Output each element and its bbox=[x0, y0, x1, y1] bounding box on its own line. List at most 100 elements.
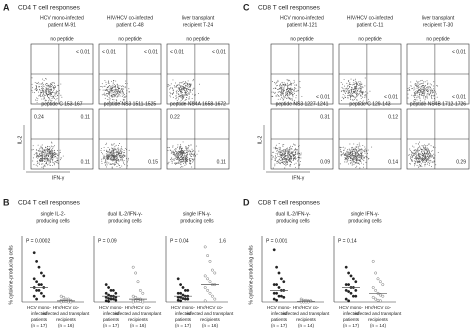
event-dot bbox=[115, 80, 117, 82]
event-dot bbox=[416, 149, 418, 151]
event-dot bbox=[123, 99, 125, 101]
event-dot bbox=[424, 146, 426, 148]
event-dot bbox=[118, 90, 120, 92]
event-dot bbox=[352, 153, 354, 155]
event-dot bbox=[427, 89, 429, 91]
event-dot bbox=[356, 85, 358, 87]
event-dot bbox=[416, 80, 417, 82]
event-dot bbox=[57, 84, 59, 86]
event-dot bbox=[280, 162, 282, 163]
event-dot bbox=[177, 85, 179, 86]
event-dot bbox=[113, 154, 115, 156]
event-dot bbox=[46, 88, 48, 90]
event-dot bbox=[99, 89, 101, 91]
event-dot bbox=[284, 167, 286, 169]
data-dot bbox=[37, 265, 41, 269]
event-dot bbox=[277, 88, 279, 90]
data-dot bbox=[347, 271, 351, 275]
event-dot bbox=[41, 152, 43, 154]
event-dot bbox=[51, 142, 53, 144]
event-dot bbox=[42, 153, 44, 155]
event-dot bbox=[275, 157, 277, 159]
event-dot bbox=[186, 96, 188, 98]
event-dot bbox=[44, 98, 46, 100]
event-dot bbox=[356, 96, 358, 97]
event-dot bbox=[356, 90, 358, 92]
event-dot bbox=[290, 159, 292, 161]
event-dot bbox=[40, 156, 42, 157]
event-dot bbox=[118, 91, 120, 93]
event-dot bbox=[286, 162, 287, 163]
event-dot bbox=[367, 92, 369, 94]
event-dot bbox=[295, 158, 297, 160]
panel-label: B bbox=[3, 197, 10, 207]
event-dot bbox=[284, 154, 286, 156]
group-label: HCV mono- bbox=[171, 305, 195, 310]
event-dot bbox=[42, 90, 44, 92]
event-dot bbox=[428, 151, 430, 153]
event-dot bbox=[175, 150, 177, 152]
event-dot bbox=[351, 95, 353, 97]
event-dot bbox=[117, 95, 119, 97]
event-dot bbox=[418, 160, 420, 162]
event-dot bbox=[297, 157, 299, 159]
event-dot bbox=[121, 165, 123, 167]
event-dot bbox=[101, 158, 103, 160]
event-dot bbox=[359, 156, 361, 158]
event-dot bbox=[121, 148, 123, 150]
event-dot bbox=[419, 156, 421, 158]
event-dot bbox=[38, 148, 40, 150]
event-dot bbox=[38, 150, 39, 151]
event-dot bbox=[354, 153, 356, 155]
event-dot bbox=[108, 82, 110, 84]
event-dot bbox=[287, 79, 289, 81]
event-dot bbox=[176, 152, 178, 153]
event-dot bbox=[182, 153, 184, 155]
event-dot bbox=[417, 153, 419, 155]
event-dot bbox=[295, 162, 297, 164]
event-dot bbox=[352, 146, 354, 148]
event-dot bbox=[285, 92, 287, 94]
event-dot bbox=[181, 82, 183, 84]
event-dot bbox=[176, 157, 178, 158]
event-dot bbox=[278, 151, 280, 153]
event-dot bbox=[417, 148, 419, 150]
event-dot bbox=[300, 157, 302, 159]
event-dot bbox=[49, 150, 51, 152]
event-dot bbox=[352, 82, 354, 84]
event-dot bbox=[109, 88, 111, 90]
panel-title: CD8 T cell responses bbox=[258, 200, 321, 207]
event-dot bbox=[371, 146, 373, 148]
event-dot bbox=[418, 145, 420, 147]
event-dot bbox=[360, 148, 362, 150]
event-dot bbox=[296, 153, 298, 155]
event-dot bbox=[47, 93, 49, 95]
event-dot bbox=[182, 97, 184, 99]
event-dot bbox=[170, 87, 172, 89]
event-dot bbox=[115, 90, 117, 92]
event-dot bbox=[175, 90, 177, 92]
event-dot bbox=[349, 162, 351, 164]
event-dot bbox=[283, 150, 285, 152]
event-dot bbox=[417, 151, 419, 153]
event-dot bbox=[177, 162, 179, 164]
event-dot bbox=[52, 165, 53, 166]
event-dot bbox=[281, 89, 283, 91]
event-dot bbox=[347, 97, 348, 99]
event-dot bbox=[348, 88, 350, 90]
group-label: (n = 16) bbox=[202, 323, 218, 328]
event-dot bbox=[188, 149, 190, 151]
event-dot bbox=[289, 97, 291, 99]
event-dot bbox=[293, 156, 294, 157]
event-dot bbox=[280, 157, 282, 159]
event-dot bbox=[280, 90, 282, 92]
event-dot bbox=[414, 100, 416, 102]
event-dot bbox=[296, 84, 298, 86]
event-dot bbox=[113, 99, 115, 101]
event-dot bbox=[53, 96, 55, 97]
event-dot bbox=[177, 159, 178, 160]
event-dot bbox=[111, 160, 113, 162]
quadrant-value: 0.22 bbox=[170, 114, 180, 120]
event-dot bbox=[36, 149, 37, 151]
event-dot bbox=[120, 100, 122, 102]
